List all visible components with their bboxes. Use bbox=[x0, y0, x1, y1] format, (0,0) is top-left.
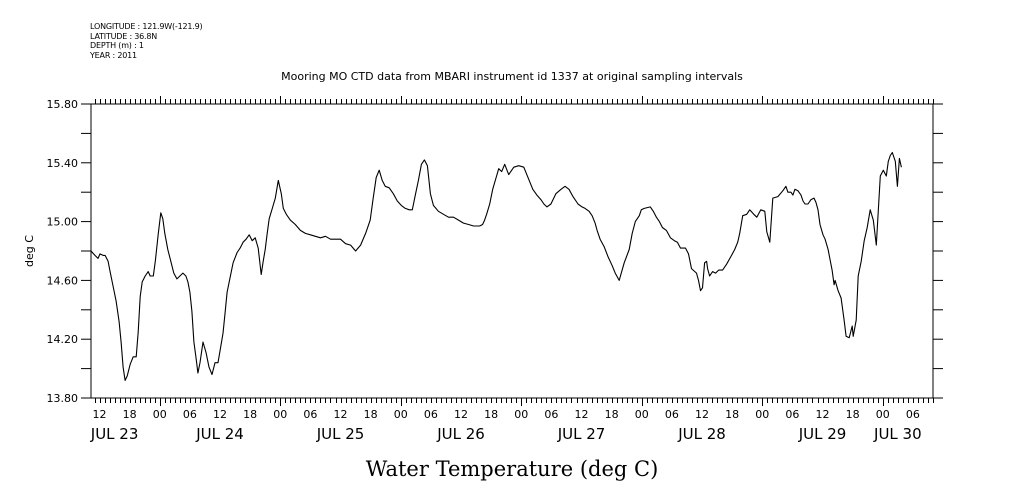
x-tick-label: 18 bbox=[484, 408, 498, 421]
x-tick-label: 06 bbox=[906, 408, 920, 421]
x-day-label: JUL 27 bbox=[557, 425, 606, 443]
axes-group: 13.80 14.20 14.60 15.00 15.40 15.80 12 18 00 06 12… bbox=[47, 96, 943, 443]
x-tick-label: 06 bbox=[303, 408, 317, 421]
x-tick-label: 00 bbox=[755, 408, 769, 421]
plot-frame bbox=[90, 103, 934, 399]
x-tick-label: 00 bbox=[876, 408, 890, 421]
temperature-line bbox=[90, 151, 902, 381]
x-tick-label: 18 bbox=[123, 408, 137, 421]
y-tick-label: 14.60 bbox=[47, 274, 79, 287]
x-tick-label: 12 bbox=[213, 408, 227, 421]
x-tick-label: 18 bbox=[605, 408, 619, 421]
depth-label: DEPTH (m) : 1 bbox=[90, 41, 144, 50]
x-tick-label: 06 bbox=[424, 408, 438, 421]
x-day-label: JUL 29 bbox=[798, 425, 847, 443]
x-tick-label: 00 bbox=[394, 408, 408, 421]
x-day-label: JUL 23 bbox=[90, 425, 139, 443]
year-label: YEAR : 2011 bbox=[90, 50, 137, 60]
x-day-label: JUL 26 bbox=[436, 425, 485, 443]
y-tick-label: 15.00 bbox=[47, 216, 79, 229]
x-tick-label: 06 bbox=[183, 408, 197, 421]
x-tick-label: 12 bbox=[695, 408, 709, 421]
y-tick-label: 13.80 bbox=[47, 392, 79, 405]
x-day-label: JUL 24 bbox=[195, 425, 244, 443]
x-tick-label: 12 bbox=[575, 408, 589, 421]
x-tick-label: 18 bbox=[364, 408, 378, 421]
x-tick-label: 12 bbox=[454, 408, 468, 421]
y-axis-label: deg C bbox=[23, 235, 36, 267]
x-tick-label: 12 bbox=[816, 408, 830, 421]
x-tick-label: 00 bbox=[273, 408, 287, 421]
x-tick-label: 00 bbox=[153, 408, 167, 421]
x-tick-label: 18 bbox=[846, 408, 860, 421]
longitude-label: LONGITUDE : 121.9W(-121.9) bbox=[90, 22, 203, 31]
x-tick-label: 18 bbox=[243, 408, 257, 421]
y-tick-label: 15.80 bbox=[47, 98, 79, 111]
latitude-label: LATITUDE : 36.8N bbox=[90, 31, 158, 41]
x-day-label: JUL 30 bbox=[873, 425, 922, 443]
x-day-label: JUL 25 bbox=[316, 425, 365, 443]
x-tick-label: 06 bbox=[544, 408, 558, 421]
x-tick-label: 06 bbox=[785, 408, 799, 421]
y-tick-label: 14.20 bbox=[47, 333, 79, 346]
x-axis-label: Water Temperature (deg C) bbox=[366, 457, 659, 481]
x-tick-label: 00 bbox=[514, 408, 528, 421]
x-tick-label: 12 bbox=[93, 408, 107, 421]
chart-title: Mooring MO CTD data from MBARI instrumen… bbox=[281, 70, 743, 83]
x-tick-label: 12 bbox=[334, 408, 348, 421]
y-tick-label: 15.40 bbox=[47, 157, 79, 170]
metadata-block: LONGITUDE : 121.9W(-121.9) LATITUDE : 36… bbox=[90, 22, 203, 60]
x-tick-label: 18 bbox=[725, 408, 739, 421]
x-tick-label: 00 bbox=[635, 408, 649, 421]
x-tick-label: 06 bbox=[665, 408, 679, 421]
x-day-label: JUL 28 bbox=[677, 425, 726, 443]
